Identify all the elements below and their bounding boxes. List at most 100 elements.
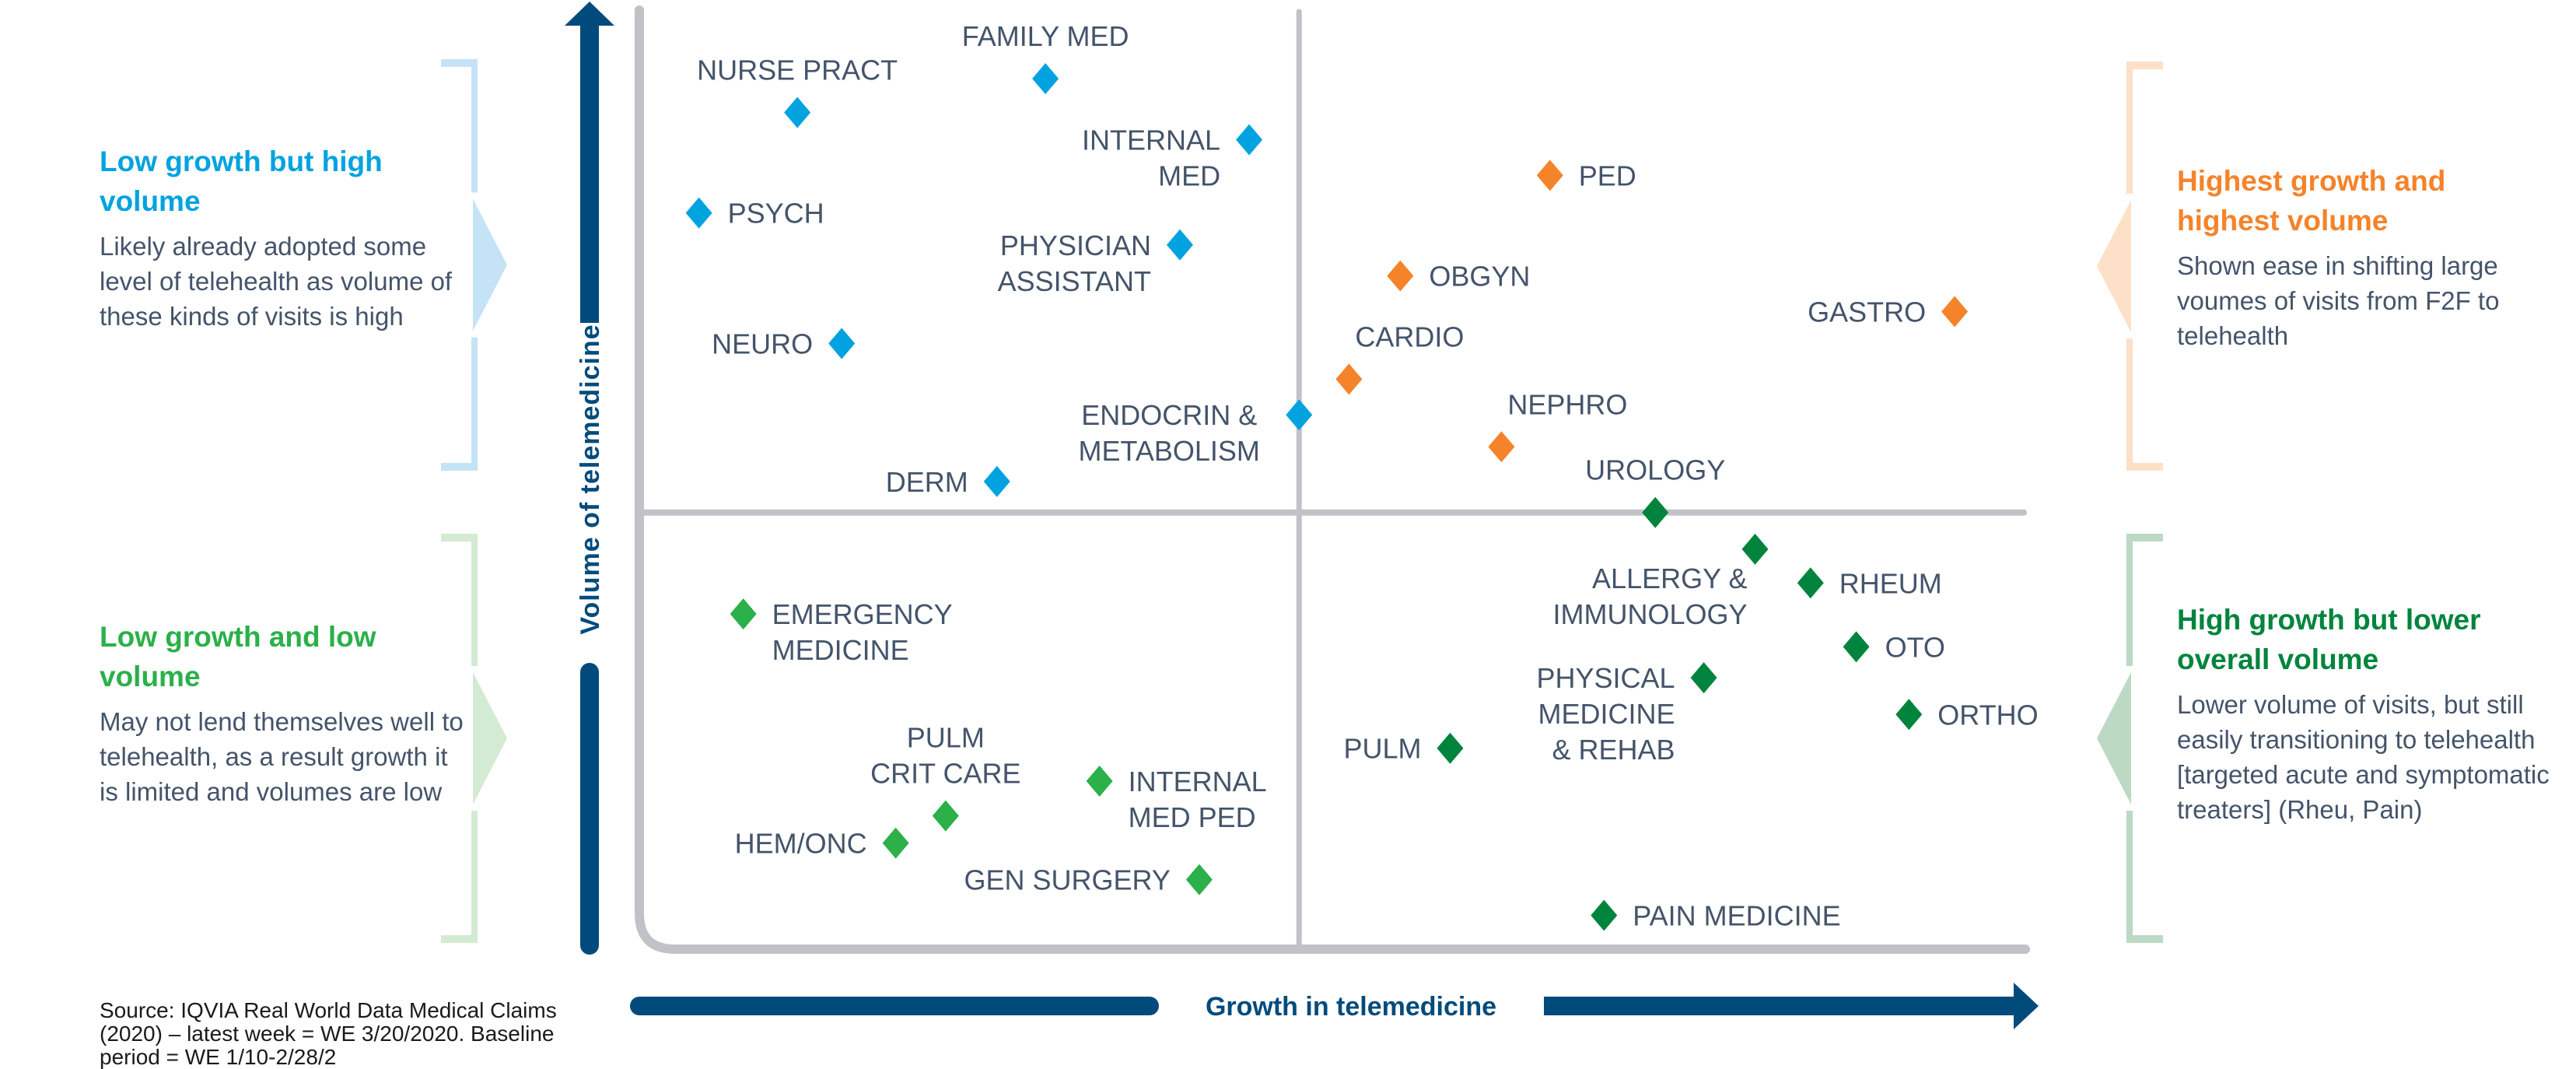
data-label: ALLERGY & IMMUNOLOGY — [1552, 563, 1747, 630]
bracket-cap-bottom — [441, 463, 478, 471]
diamond-marker-icon — [1185, 864, 1213, 896]
data-label-line: ENDOCRIN & — [1081, 399, 1257, 431]
data-label-line: MED — [1158, 160, 1220, 192]
bracket-bar-top — [471, 59, 478, 193]
bracket-bar-bottom — [2126, 811, 2133, 943]
x-axis-arrow-shaft-left — [630, 997, 1159, 1015]
bracket-bar-top — [2126, 61, 2133, 194]
data-label-line: MEDICINE — [1538, 698, 1675, 730]
diamond-marker-icon — [828, 328, 856, 359]
bracket-pointer-icon — [2097, 672, 2131, 804]
data-label: NURSE PRACT — [697, 54, 898, 86]
data-point: INTERNAL MED — [1082, 124, 1263, 192]
data-point: NEPHRO — [1488, 388, 1627, 463]
data-point: PAIN MEDICINE — [1591, 899, 1841, 932]
data-label-line: PSYCH — [728, 198, 824, 230]
bracket-pointer-icon — [473, 198, 507, 331]
data-label-line: DERM — [886, 466, 968, 498]
diamond-marker-icon — [1741, 533, 1769, 565]
data-point: GASTRO — [1808, 296, 1969, 328]
panel-top-left: Low growth but high volume Likely alread… — [100, 142, 473, 334]
data-label-line: PAIN MEDICINE — [1633, 900, 1840, 932]
bracket-bar-bottom — [2126, 338, 2133, 471]
data-label-line: ORTHO — [1937, 699, 2038, 731]
bracket-pointer-icon — [2097, 200, 2131, 332]
axes: Volume of telemedicine Growth in telemedi… — [565, 2, 2039, 1029]
panel-top-left-body: Likely already adopted some level of tel… — [100, 232, 453, 331]
data-label-line: GASTRO — [1808, 296, 1926, 328]
data-point: NEURO — [712, 328, 856, 359]
data-label-line: PULM — [1343, 733, 1421, 765]
series-top-left: NURSE PRACT FAMILY MED INTERNAL MED PSYCH PHY… — [685, 20, 1313, 498]
data-point: GEN SURGERY — [964, 864, 1213, 896]
diamond-marker-icon — [1591, 899, 1618, 931]
data-point: ORTHO — [1895, 699, 2039, 731]
diamond-marker-icon — [784, 96, 811, 128]
bracket-pointer-icon — [473, 672, 507, 804]
data-point: NURSE PRACT — [697, 54, 898, 128]
data-label: ENDOCRIN & METABOLISM — [1079, 399, 1260, 467]
data-point: PHYSICAL MEDICINE & REHAB — [1536, 662, 1717, 766]
data-label-line: IMMUNOLOGY — [1552, 598, 1747, 630]
data-label-line: MEDICINE — [772, 634, 909, 666]
diamond-marker-icon — [1335, 363, 1363, 395]
data-label-line: OTO — [1885, 631, 1945, 663]
bracket-bar-bottom — [471, 337, 478, 471]
data-label-line: ALLERGY & — [1592, 563, 1747, 594]
data-label: PAIN MEDICINE — [1633, 900, 1840, 932]
data-point: FAMILY MED — [962, 20, 1129, 95]
data-point: UROLOGY — [1585, 454, 1725, 528]
data-label: PHYSICIAN ASSISTANT — [998, 230, 1151, 297]
diamond-marker-icon — [1797, 567, 1824, 599]
diamond-marker-icon — [1843, 631, 1870, 663]
data-label-line: EMERGENCY — [772, 598, 953, 630]
y-axis-arrow-shaft-bottom — [580, 663, 599, 955]
data-point: ENDOCRIN & METABOLISM — [1079, 399, 1313, 467]
data-label: INTERNAL MED PED — [1129, 766, 1267, 833]
data-label: PED — [1579, 159, 1636, 191]
data-point: DERM — [886, 465, 1010, 498]
data-label-line: GEN SURGERY — [964, 864, 1171, 896]
panel-top-left-title: Low growth but high volume — [100, 145, 383, 217]
data-label: INTERNAL MED — [1082, 124, 1220, 192]
panel-bottom-right-title: High growth but lower overall volume — [2177, 604, 2481, 675]
diamond-marker-icon — [1387, 260, 1414, 292]
y-axis-arrow-shaft-top — [580, 26, 599, 323]
data-point: OBGYN — [1387, 260, 1530, 293]
data-label-line: INTERNAL — [1082, 124, 1220, 156]
bracket-top-left — [441, 59, 507, 471]
bracket-cap-top — [441, 534, 478, 542]
data-point: RHEUM — [1797, 567, 1942, 599]
data-point: PSYCH — [685, 197, 824, 230]
data-label: RHEUM — [1839, 567, 1942, 599]
data-label: PULM CRIT CARE — [870, 722, 1020, 790]
diamond-marker-icon — [1032, 63, 1059, 95]
data-point: OTO — [1843, 631, 1945, 663]
data-label-line: OBGYN — [1429, 261, 1530, 293]
bracket-cap-bottom — [2126, 463, 2163, 471]
data-point: PULM — [1343, 732, 1464, 765]
data-label: PHYSICAL MEDICINE & REHAB — [1536, 662, 1675, 766]
data-label-line: MED PED — [1129, 801, 1256, 833]
data-point: PHYSICIAN ASSISTANT — [998, 229, 1193, 297]
series-bottom-left: EMERGENCY MEDICINE PULM CRIT CARE HEM/ONC INT… — [730, 598, 1267, 896]
panel-bottom-right: High growth but lower overall volume Low… — [2177, 600, 2550, 827]
panel-top-right: Highest growth and highest volume Shown … — [2177, 161, 2550, 353]
bracket-bottom-left — [441, 534, 507, 943]
data-label-line: PULM — [907, 722, 985, 754]
bracket-cap-top — [441, 59, 478, 67]
diamond-marker-icon — [932, 800, 959, 832]
panel-bottom-left-body: May not lend themselves well to teleheal… — [100, 707, 464, 806]
data-label-line: HEM/ONC — [735, 828, 867, 860]
data-point: INTERNAL MED PED — [1086, 765, 1267, 833]
data-label: PULM — [1343, 733, 1421, 765]
data-label-line: PHYSICIAN — [1000, 230, 1151, 261]
diamond-marker-icon — [1488, 431, 1515, 463]
data-label: OTO — [1885, 631, 1945, 663]
source-note: Source: IQVIA Real World Data Medical Cl… — [100, 998, 557, 1069]
data-label: GASTRO — [1808, 296, 1926, 328]
bracket-cap-top — [2126, 534, 2163, 542]
data-points: NURSE PRACT FAMILY MED INTERNAL MED PSYCH PHY… — [685, 20, 2039, 932]
data-label: FAMILY MED — [962, 20, 1129, 52]
